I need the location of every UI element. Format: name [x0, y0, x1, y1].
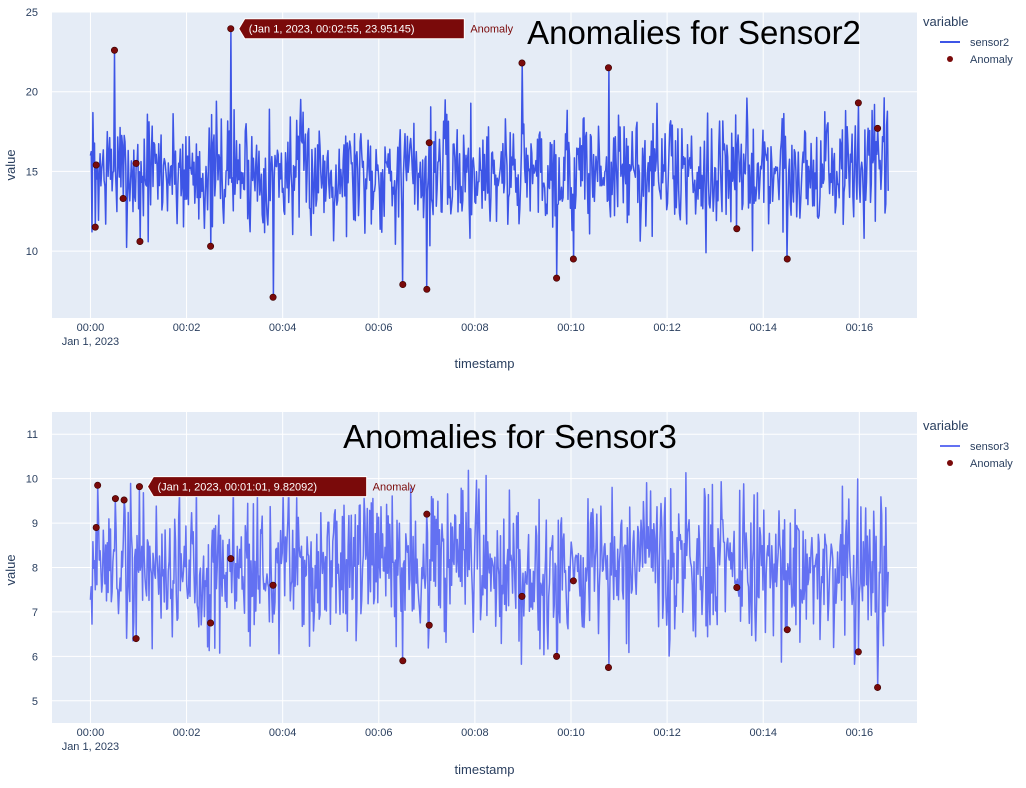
tooltip-text: (Jan 1, 2023, 00:02:55, 23.95145) — [249, 24, 415, 36]
tooltip-series-name: Anomaly — [373, 482, 416, 494]
y-tick-label: 9 — [32, 518, 38, 530]
anomaly-point — [874, 683, 882, 691]
x-tick-label: 00:06 — [365, 322, 393, 334]
anomaly-point — [423, 510, 431, 518]
x-tick-label: 00:16 — [846, 322, 874, 334]
anomaly-point — [207, 619, 215, 627]
sensor3-chart-svg: 00:00 00:02 00:04 00:06 00:08 00:10 00:12 00:14… — [3, 412, 1013, 777]
y-tick-label: 10 — [26, 246, 38, 258]
sensor2-chart: 00:00 00:02 00:04 00:06 00:08 00:10 00:12 00:14… — [0, 0, 1026, 388]
anomaly-point — [120, 496, 128, 504]
x-tick-label: 00:04 — [269, 322, 297, 334]
y-axis-title: value — [3, 554, 18, 585]
anomaly-point — [423, 285, 431, 293]
anomaly-point — [783, 626, 791, 634]
y-tick-label: 10 — [26, 474, 38, 486]
x-tick-label: 00:00 — [77, 727, 105, 739]
tooltip-box — [238, 18, 465, 40]
anomaly-point — [399, 657, 407, 665]
anomaly-point — [269, 293, 277, 301]
hover-tooltip: (Jan 1, 2023, 00:01:01, 9.82092) Anomaly — [146, 476, 416, 498]
x-tick-label: 00:12 — [653, 727, 681, 739]
x-tick-label: 00:12 — [653, 322, 681, 334]
anomaly-point — [553, 652, 561, 660]
sensor2-chart-svg: 00:00 00:02 00:04 00:06 00:08 00:10 00:12 00:14… — [3, 7, 1013, 371]
x-axis-title: timestamp — [455, 762, 515, 777]
x-tick-label: 00:02 — [173, 322, 201, 334]
anomaly-point — [518, 592, 526, 600]
legend-item-label: Anomaly — [970, 54, 1013, 66]
anomaly-point — [425, 621, 433, 629]
anomaly-point — [399, 281, 407, 289]
anomaly-point — [111, 495, 119, 503]
y-tick-label: 8 — [32, 563, 38, 575]
anomaly-point — [110, 46, 118, 54]
anomaly-point — [132, 635, 140, 643]
anomaly-point — [92, 161, 100, 169]
x-tick-date-label: Jan 1, 2023 — [62, 336, 120, 348]
y-tick-label: 6 — [32, 651, 38, 663]
anomaly-point — [874, 124, 882, 132]
y-tick-label: 15 — [26, 166, 38, 178]
anomaly-point — [733, 583, 741, 591]
anomaly-point — [92, 524, 100, 532]
anomaly-point — [553, 274, 561, 282]
anomaly-point — [227, 555, 235, 563]
anomaly-point — [569, 255, 577, 263]
anomaly-point — [569, 577, 577, 585]
anomaly-point — [854, 648, 862, 656]
x-tick-label: 00:00 — [77, 322, 105, 334]
tooltip-box — [146, 476, 368, 498]
anomaly-point — [854, 99, 862, 107]
anomaly-point — [132, 159, 140, 167]
legend-item-label: sensor2 — [970, 37, 1009, 49]
legend-item-label: Anomaly — [970, 458, 1013, 470]
legend-title: variable — [923, 14, 969, 29]
sensor3-chart: 00:00 00:02 00:04 00:06 00:08 00:10 00:12 00:14… — [0, 400, 1026, 788]
y-tick-label: 11 — [27, 429, 38, 441]
y-tick-label: 5 — [32, 696, 38, 708]
y-axis-title: value — [3, 149, 18, 180]
legend-title: variable — [923, 418, 969, 433]
anomaly-point — [604, 64, 612, 72]
x-tick-label: 00:04 — [269, 727, 297, 739]
anomaly-point — [91, 223, 99, 231]
x-tick-date-label: Jan 1, 2023 — [62, 741, 120, 753]
chart-title: Anomalies for Sensor3 — [343, 418, 677, 455]
legend-marker-swatch — [947, 56, 953, 62]
y-tick-label: 7 — [32, 607, 38, 619]
series-line-sensor2 — [89, 27, 889, 299]
legend-marker-swatch — [947, 460, 953, 466]
x-tick-label: 00:06 — [365, 727, 393, 739]
x-tick-label: 00:08 — [461, 727, 489, 739]
anomaly-point — [227, 25, 235, 33]
x-tick-label: 00:16 — [846, 727, 874, 739]
tooltip-series-name: Anomaly — [470, 24, 513, 36]
x-tick-label: 00:10 — [557, 727, 585, 739]
anomaly-point — [135, 483, 143, 491]
x-tick-label: 00:02 — [173, 727, 201, 739]
y-tick-label: 20 — [26, 87, 38, 99]
x-tick-label: 00:14 — [749, 727, 777, 739]
anomaly-point — [783, 255, 791, 263]
series-line-sensor3 — [89, 469, 889, 689]
anomaly-point — [207, 242, 215, 250]
anomaly-point — [119, 194, 127, 202]
anomaly-point — [518, 59, 526, 67]
anomaly-point — [733, 225, 741, 233]
anomaly-point — [94, 481, 102, 489]
anomaly-point — [425, 139, 433, 147]
x-tick-label: 00:14 — [749, 322, 777, 334]
x-tick-label: 00:10 — [557, 322, 585, 334]
anomaly-point — [136, 238, 144, 246]
anomaly-point — [604, 663, 612, 671]
chart-title: Anomalies for Sensor2 — [527, 14, 861, 51]
x-tick-label: 00:08 — [461, 322, 489, 334]
y-tick-label: 25 — [26, 7, 38, 19]
x-axis-title: timestamp — [455, 356, 515, 371]
tooltip-text: (Jan 1, 2023, 00:01:01, 9.82092) — [157, 482, 317, 494]
legend-item-label: sensor3 — [970, 441, 1009, 453]
anomaly-point — [269, 581, 277, 589]
hover-tooltip: (Jan 1, 2023, 00:02:55, 23.95145) Anomaly — [238, 18, 514, 40]
